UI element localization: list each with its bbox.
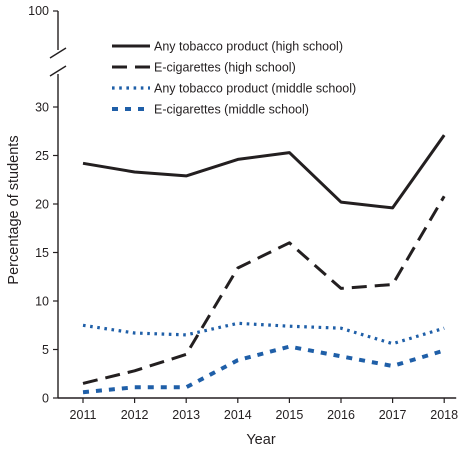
series-line-2 <box>82 195 446 385</box>
y-tick-label: 15 <box>35 246 49 260</box>
x-tick-label: 2013 <box>172 408 200 422</box>
y-tick-label: 5 <box>42 343 49 357</box>
series-layer <box>82 134 446 395</box>
legend-label-3: Any tobacco product (middle school) <box>154 82 356 96</box>
y-axis-title: Percentage of students <box>6 135 22 284</box>
legend: Any tobacco product (high school) E-cigar… <box>112 40 356 117</box>
y-tick-label: 10 <box>35 295 49 309</box>
x-axis-title: Year <box>246 432 275 448</box>
x-tick-label: 2015 <box>275 408 303 422</box>
series-line-1 <box>82 134 446 210</box>
x-tick-label: 2014 <box>224 408 252 422</box>
y-tick-label: 100 <box>28 4 49 18</box>
x-tick-label: 2016 <box>327 408 355 422</box>
x-tick-label: 2012 <box>121 408 149 422</box>
axes: 100 0 5 10 15 20 25 30 2011 2012 2013 2014 2015 2016 2… <box>28 4 458 422</box>
x-tick-label: 2018 <box>430 408 458 422</box>
legend-label-1: Any tobacco product (high school) <box>154 40 343 54</box>
series-line-3 <box>82 321 445 346</box>
y-tick-label: 30 <box>35 101 49 115</box>
legend-label-4: E-cigarettes (middle school) <box>154 103 309 117</box>
y-tick-label: 25 <box>35 149 49 163</box>
y-tick-label: 20 <box>35 198 49 212</box>
x-tick-label: 2017 <box>379 408 407 422</box>
x-tick-label: 2011 <box>70 408 97 422</box>
axis-break-mark <box>49 65 67 77</box>
legend-label-2: E-cigarettes (high school) <box>154 61 296 75</box>
axis-break-mark <box>49 47 67 59</box>
y-tick-label: 0 <box>42 392 49 406</box>
